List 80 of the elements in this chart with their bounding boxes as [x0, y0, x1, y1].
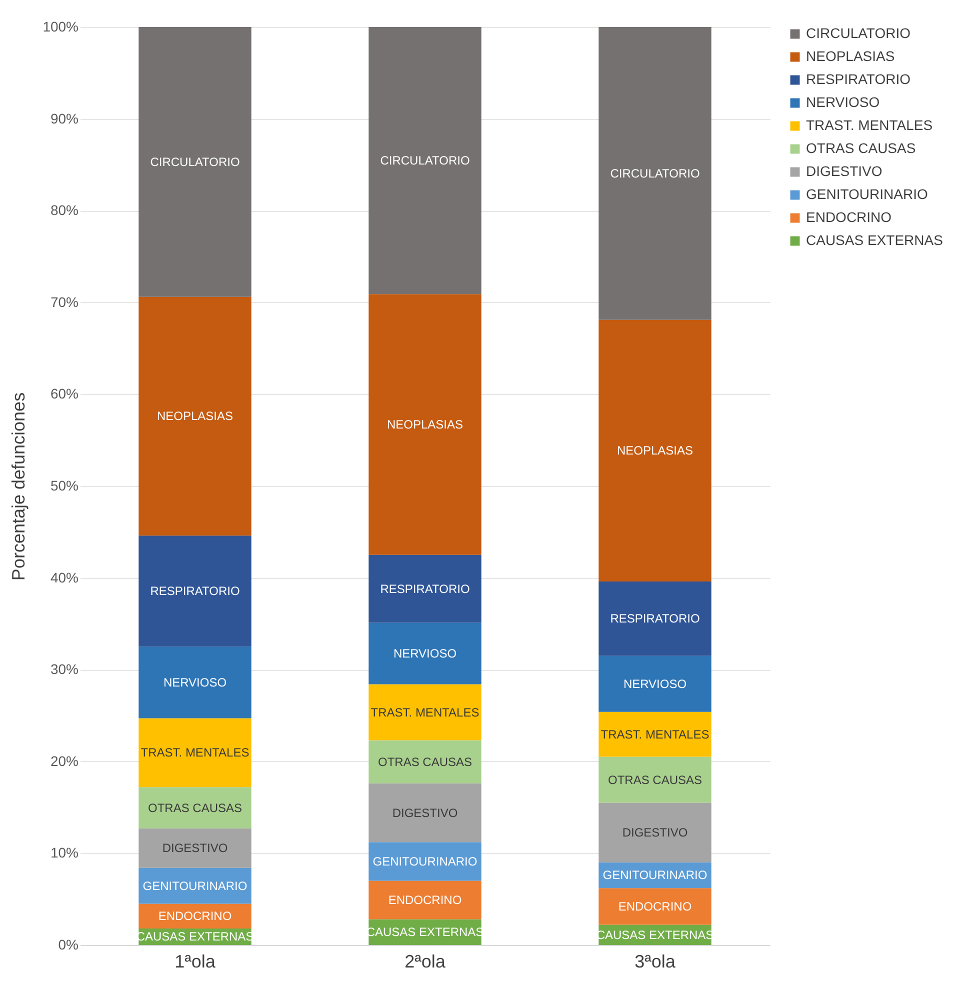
bar [138, 296, 252, 536]
bar [368, 684, 482, 740]
text: RESPIRATORIO [610, 612, 700, 626]
bar [138, 787, 252, 828]
y-tick-label: 10% [50, 844, 78, 861]
legend-label: RESPIRATORIO [806, 71, 911, 87]
text: ENDOCRINO [618, 899, 692, 914]
bar [138, 718, 252, 788]
bar [598, 27, 712, 320]
x-tick-label: 2ªola [404, 952, 446, 972]
text: NEOPLASIAS [386, 417, 464, 432]
legend-label: DIGESTIVO [806, 163, 882, 179]
y-tick-label: 40% [50, 569, 78, 586]
y-axis-title: Porcentaje defunciones [8, 392, 29, 581]
text: OTRAS CAUSAS [378, 754, 472, 769]
bar [138, 828, 252, 868]
text: GENITOURINARIO [142, 878, 248, 893]
text: CIRCULATORIO [150, 154, 240, 169]
text: GENITOURINARIO [602, 868, 708, 882]
legend-label: CAUSAS EXTERNAS [806, 232, 943, 248]
text: CAUSAS EXTERNAS [136, 930, 254, 944]
y-tick-label: 50% [50, 478, 78, 494]
bar [368, 740, 482, 784]
text: OTRAS CAUSAS [608, 772, 702, 787]
text: OTRAS CAUSAS [148, 800, 242, 815]
text: NERVIOSO [623, 676, 687, 691]
bar [598, 802, 712, 862]
bar [598, 656, 712, 712]
bar [598, 320, 712, 582]
bar [368, 622, 482, 684]
bar [138, 536, 252, 647]
text: RESPIRATORIO [380, 582, 470, 596]
legend-label: OTRAS CAUSAS [806, 140, 916, 156]
y-tick-label: 30% [50, 661, 78, 678]
legend-label: NEOPLASIAS [806, 48, 895, 64]
bar [138, 904, 252, 928]
text: NERVIOSO [163, 675, 227, 690]
text: RESPIRATORIO [150, 584, 240, 598]
bar [368, 880, 482, 920]
text: DIGESTIVO [392, 806, 458, 820]
bar [138, 27, 252, 297]
x-tick-label: 3ªola [634, 952, 676, 972]
text: ENDOCRINO [158, 909, 232, 924]
legend-label: ENDOCRINO [806, 209, 892, 225]
legend-label: NERVIOSO [806, 94, 880, 110]
legend-label: CIRCULATORIO [806, 25, 911, 41]
y-tick-label: 80% [50, 202, 78, 218]
bar [598, 888, 712, 925]
y-tick-label: 70% [50, 294, 78, 310]
text: CAUSAS EXTERNAS [366, 925, 484, 940]
y-tick-label: 90% [50, 110, 78, 126]
text: TRAST. MENTALES [370, 705, 480, 720]
text: NERVIOSO [393, 646, 457, 661]
bar [598, 581, 712, 656]
text: DIGESTIVO [622, 826, 688, 840]
text: NEOPLASIAS [616, 444, 694, 458]
bar [368, 842, 482, 881]
bar [598, 756, 712, 803]
text: NEOPLASIAS [156, 409, 234, 424]
bar [368, 783, 482, 842]
y-tick-label: 20% [50, 752, 78, 769]
text: GENITOURINARIO [372, 854, 478, 868]
y-tick-label: 100% [42, 18, 78, 34]
bar [368, 554, 482, 623]
text: ENDOCRINO [388, 893, 462, 908]
bar [368, 27, 482, 294]
text: CIRCULATORIO [380, 154, 470, 168]
text: CIRCULATORIO [610, 166, 700, 180]
legend-label: TRAST. MENTALES [806, 117, 933, 133]
text: DIGESTIVO [162, 841, 228, 856]
legend-label: GENITOURINARIO [806, 186, 928, 202]
text: TRAST. MENTALES [140, 746, 250, 760]
y-tick-label: 0% [58, 936, 78, 952]
x-tick-label: 1ªola [174, 952, 216, 972]
text: CAUSAS EXTERNAS [596, 928, 714, 942]
bar [138, 646, 252, 718]
bar [598, 712, 712, 757]
bar [368, 294, 482, 555]
text: TRAST. MENTALES [600, 727, 710, 742]
y-tick-label: 60% [50, 386, 78, 402]
